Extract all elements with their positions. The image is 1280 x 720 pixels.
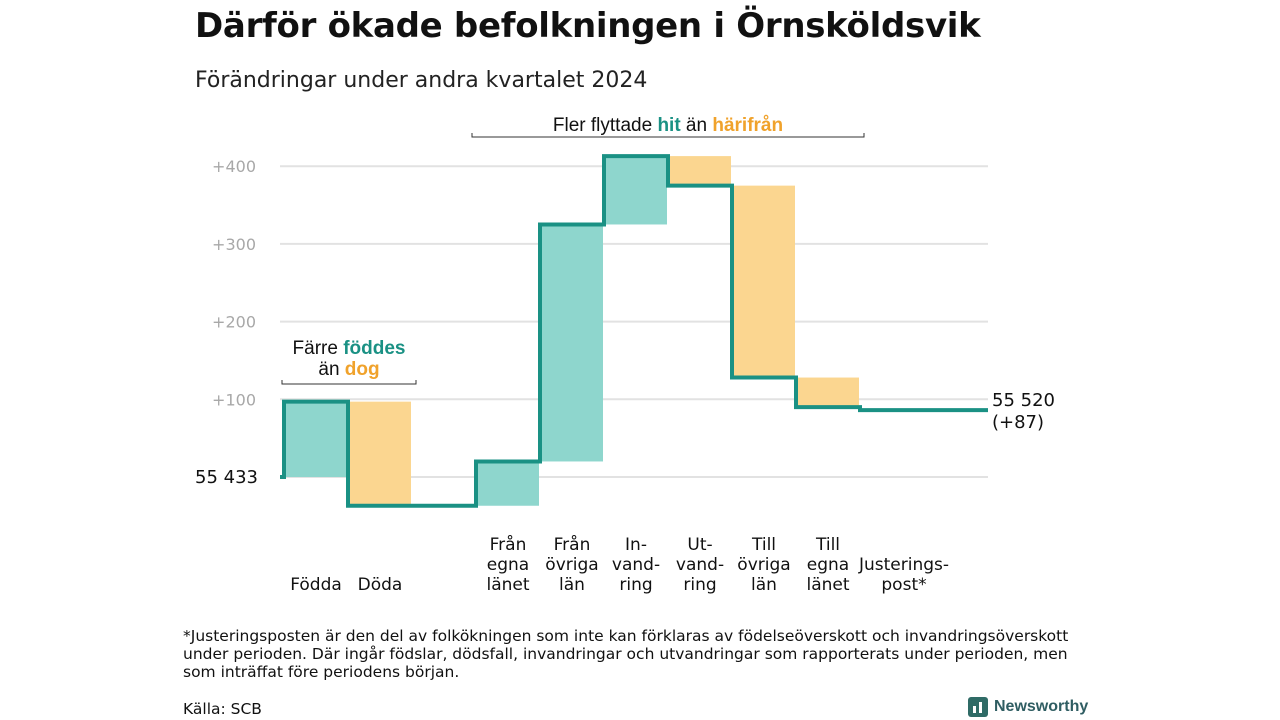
births-annotation-line1: Färre föddes xyxy=(293,338,406,359)
bar-födda xyxy=(284,401,347,477)
end-change-label: (+87) xyxy=(992,412,1044,433)
category-label: post* xyxy=(881,575,926,595)
start-value-label: 55 433 xyxy=(195,467,258,488)
source-note: Källa: SCB xyxy=(183,700,262,718)
chart-title: Därför ökade befolkningen i Örnsköldsvik xyxy=(195,6,981,46)
y-tick-label: +100 xyxy=(212,390,256,409)
category-label: Justerings- xyxy=(858,555,949,575)
bar-invandring xyxy=(604,156,667,225)
category-label: Från xyxy=(490,534,527,555)
category-label: Födda xyxy=(290,575,342,595)
bar-till-egna-länet xyxy=(796,377,859,408)
births-annotation-line2: än dog xyxy=(318,359,379,380)
category-label: ring xyxy=(619,575,652,595)
brand-logo: Newsworthy xyxy=(968,697,1088,717)
category-label: ring xyxy=(683,575,716,595)
category-label: övriga xyxy=(545,555,598,575)
category-label: län xyxy=(751,575,777,595)
bar-från-egna-länet xyxy=(476,461,539,506)
bar-från-övriga-län xyxy=(540,224,603,462)
category-label: egna xyxy=(807,555,849,575)
brand-name: Newsworthy xyxy=(994,698,1089,715)
category-label: In- xyxy=(625,535,647,555)
footnote: *Justeringsposten är den del av folkökni… xyxy=(183,627,1069,681)
bar-döda xyxy=(348,401,411,506)
births-bracket xyxy=(281,380,417,385)
moves-bracket xyxy=(471,133,865,138)
end-value-label: 55 520 xyxy=(992,390,1055,411)
category-label: Från xyxy=(554,534,591,555)
chart-subtitle: Förändringar under andra kvartalet 2024 xyxy=(195,68,648,93)
category-label: Ut- xyxy=(687,535,712,555)
bar-utvandring xyxy=(668,156,731,186)
category-label: övriga xyxy=(737,555,790,575)
category-label: vand- xyxy=(676,555,724,575)
category-label: länet xyxy=(486,575,529,595)
category-label: Döda xyxy=(358,575,403,595)
moves-annotation: Fler flyttade hit än härifrån xyxy=(553,115,783,136)
y-tick-label: +200 xyxy=(212,313,256,332)
newsworthy-logo-icon xyxy=(968,697,988,717)
category-label: Till xyxy=(751,535,776,555)
category-label: län xyxy=(559,575,585,595)
category-label: länet xyxy=(806,575,849,595)
category-label: vand- xyxy=(612,555,660,575)
y-tick-label: +400 xyxy=(212,157,256,176)
category-label: egna xyxy=(487,555,529,575)
waterfall-step-line xyxy=(280,154,988,508)
y-tick-label: +300 xyxy=(212,235,256,254)
bar-till-övriga-län xyxy=(732,185,795,378)
category-label: Till xyxy=(815,535,840,555)
